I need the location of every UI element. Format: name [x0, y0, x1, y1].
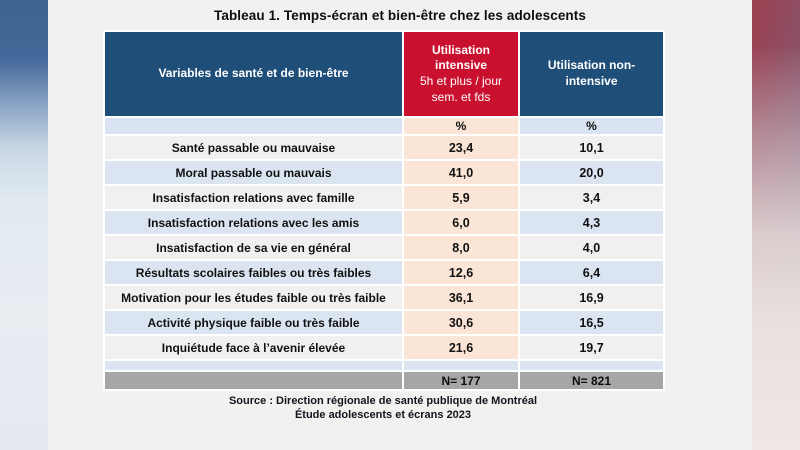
row-label: Insatisfaction relations avec famille — [103, 184, 404, 211]
totals-label-cell — [103, 370, 404, 391]
table-title: Tableau 1. Temps-écran et bien-être chez… — [214, 8, 586, 23]
table-row: Insatisfaction de sa vie en général 8,0 4,… — [103, 234, 665, 261]
source-line-1: Source : Direction régionale de santé pu… — [228, 395, 538, 407]
value-non-intensive: 4,0 — [518, 234, 665, 261]
col-header-intensive-title: Utilisation intensive — [431, 42, 490, 73]
row-label: Moral passable ou mauvais — [103, 159, 404, 186]
value-non-intensive: 19,7 — [518, 334, 665, 361]
slide: Tableau 1. Temps-écran et bien-être chez… — [48, 0, 752, 450]
table-row: Inquiétude face à l’avenir élevée 21,6 19,… — [103, 334, 665, 361]
row-label: Résultats scolaires faibles ou très faib… — [103, 259, 404, 286]
value-intensive: 8,0 — [402, 234, 520, 261]
value-intensive: 30,6 — [402, 309, 520, 336]
unit-label-cell — [103, 116, 404, 136]
table-row: Motivation pour les études faible ou trè… — [103, 284, 665, 311]
value-intensive: 41,0 — [402, 159, 520, 186]
header-row: Variables de santé et de bien-être Utili… — [103, 30, 665, 118]
value-intensive: 5,9 — [402, 184, 520, 211]
value-intensive: 23,4 — [402, 134, 520, 161]
value-non-intensive: 4,3 — [518, 209, 665, 236]
row-label: Insatisfaction relations avec les amis — [103, 209, 404, 236]
value-non-intensive: 16,9 — [518, 284, 665, 311]
row-label: Motivation pour les études faible ou trè… — [103, 284, 404, 311]
col-header-variables: Variables de santé et de bien-être — [103, 30, 404, 118]
unit-non-intensive: % — [518, 116, 665, 136]
table-row: Moral passable ou mauvais 41,0 20,0 — [103, 159, 665, 186]
table-row: Insatisfaction relations avec les amis 6,… — [103, 209, 665, 236]
value-intensive: 21,6 — [402, 334, 520, 361]
value-non-intensive: 6,4 — [518, 259, 665, 286]
totals-non-intensive: N= 821 — [518, 370, 665, 391]
value-non-intensive: 16,5 — [518, 309, 665, 336]
totals-intensive: N= 177 — [402, 370, 520, 391]
col-header-non-intensive: Utilisation non-intensive — [518, 30, 665, 118]
col-header-intensive-subtitle: 5h et plus / jour sem. et fds — [419, 74, 503, 104]
row-label: Santé passable ou mauvaise — [103, 134, 404, 161]
row-label: Inquiétude face à l’avenir élevée — [103, 334, 404, 361]
background-blur-left — [0, 0, 48, 450]
unit-row: % % — [103, 116, 665, 136]
spacer-row — [103, 359, 665, 372]
value-intensive: 12,6 — [402, 259, 520, 286]
value-non-intensive: 20,0 — [518, 159, 665, 186]
stats-table: Variables de santé et de bien-être Utili… — [103, 30, 665, 391]
value-intensive: 6,0 — [402, 209, 520, 236]
value-non-intensive: 10,1 — [518, 134, 665, 161]
col-header-intensive: Utilisation intensive 5h et plus / jour … — [402, 30, 520, 118]
source-caption: Source : Direction régionale de santé pu… — [103, 394, 663, 422]
table-row: Insatisfaction relations avec famille 5,9… — [103, 184, 665, 211]
value-intensive: 36,1 — [402, 284, 520, 311]
row-label: Insatisfaction de sa vie en général — [103, 234, 404, 261]
totals-row: N= 177 N= 821 — [103, 370, 665, 391]
unit-intensive: % — [402, 116, 520, 136]
table-row: Activité physique faible ou très faible 3… — [103, 309, 665, 336]
source-line-2: Étude adolescents et écrans 2023 — [294, 409, 472, 421]
value-non-intensive: 3,4 — [518, 184, 665, 211]
table-row: Santé passable ou mauvaise 23,4 10,1 — [103, 134, 665, 161]
row-label: Activité physique faible ou très faible — [103, 309, 404, 336]
table-row: Résultats scolaires faibles ou très faib… — [103, 259, 665, 286]
background-blur-right — [752, 0, 800, 450]
